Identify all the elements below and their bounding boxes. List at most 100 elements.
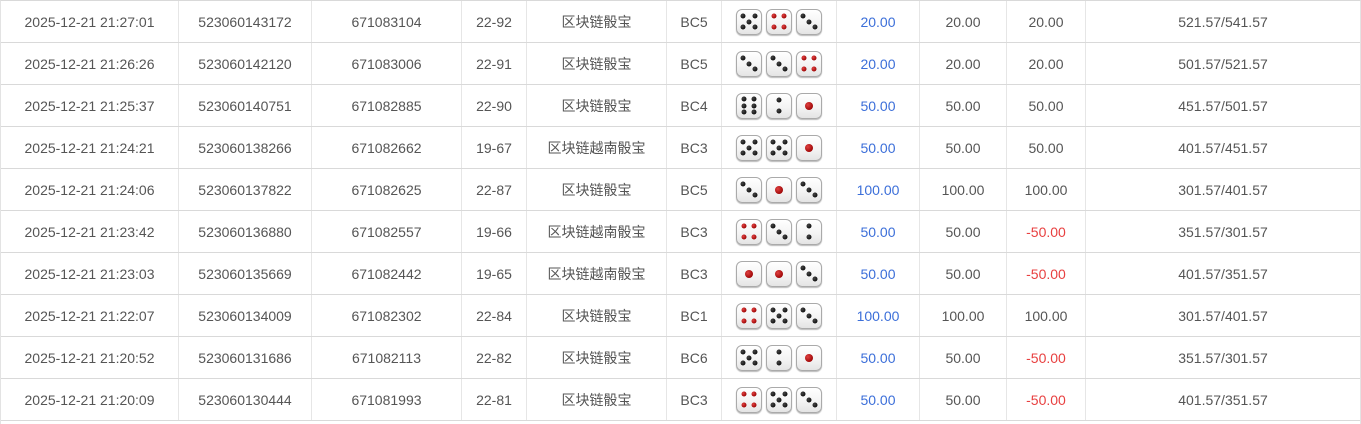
die-pip [782,402,788,408]
cell-game-name: 区块链骰宝 [527,295,667,336]
table-row: 2025-12-21 21:25:37 523060140751 671082885… [1,85,1360,127]
cell-order-no: 523060136880 [179,211,312,252]
table-row: 2025-12-21 21:22:07 523060134009 671082302… [1,295,1360,337]
die-pip [746,19,752,24]
cell-bet-time: 2025-12-21 21:22:07 [1,295,179,336]
die-pip [775,269,783,278]
table-row: 2025-12-21 21:27:01 523060143172 671083104… [1,1,1360,43]
die-pip [740,13,746,19]
die-pip [770,139,776,145]
die-5-icon [736,8,762,35]
cell-bet-amount[interactable]: 50.00 [837,127,920,168]
die-pip [746,187,752,192]
cell-win-loss: -50.00 [1007,379,1086,420]
die-pip [751,96,757,102]
die-pip [776,145,782,150]
cell-bet-amount[interactable]: 50.00 [837,253,920,294]
die-pip [770,307,776,313]
dice-result [736,8,822,35]
cell-valid-amount: 50.00 [920,127,1007,168]
die-3-icon [796,8,822,35]
die-pip [812,24,818,30]
die-pip [751,307,757,313]
die-pip [801,55,807,61]
cell-bet-type: BC3 [667,127,722,168]
cell-bet-no: 671082442 [312,253,462,294]
die-pip [770,55,776,61]
cell-bet-type: BC3 [667,211,722,252]
die-pip [806,187,812,192]
die-pip [751,318,757,324]
die-pip [752,360,758,366]
die-pip [751,103,757,108]
cell-round: 22-84 [462,295,527,336]
cell-game-name: 区块链骰宝 [527,85,667,126]
cell-valid-amount: 50.00 [920,85,1007,126]
cell-valid-amount: 50.00 [920,253,1007,294]
die-pip [806,271,812,276]
die-pip [746,145,752,150]
dice-result [736,92,822,119]
cell-bet-amount[interactable]: 100.00 [837,169,920,210]
cell-bet-amount[interactable]: 50.00 [837,337,920,378]
die-pip [776,397,782,402]
cell-game-name: 区块链骰宝 [527,337,667,378]
die-pip [746,355,752,360]
die-pip [776,97,782,103]
die-pip [770,223,776,229]
die-pip [770,150,776,156]
die-pip [740,139,746,145]
die-pip [781,13,787,19]
cell-order-no: 523060137822 [179,169,312,210]
die-pip [741,96,747,102]
die-pip [752,192,758,198]
cell-round: 22-82 [462,337,527,378]
cell-balance: 301.57/401.57 [1178,181,1268,198]
cell-bet-time: 2025-12-21 21:20:52 [1,337,179,378]
table-row: 2025-12-21 21:20:52 523060131686 671082113… [1,337,1360,379]
dice-result [736,218,822,245]
cell-dice-result [722,253,837,294]
cell-bet-amount[interactable]: 50.00 [837,211,920,252]
die-pip [812,318,818,324]
cell-bet-amount[interactable]: 20.00 [837,1,920,42]
table-row: 2025-12-21 21:24:21 523060138266 671082662… [1,127,1360,169]
die-3-icon [796,386,822,413]
cell-round: 19-66 [462,211,527,252]
cell-balance: 301.57/401.57 [1178,307,1268,324]
cell-bet-amount[interactable]: 20.00 [837,43,920,84]
die-3-icon [796,260,822,287]
cell-dice-result [722,43,837,84]
die-pip [781,24,787,30]
die-pip [751,391,757,397]
cell-bet-amount[interactable]: 100.00 [837,295,920,336]
die-pip [782,307,788,313]
cell-win-loss: 20.00 [1007,43,1086,84]
cell-bet-type: BC3 [667,253,722,294]
die-pip [741,391,747,397]
cell-bet-amount[interactable]: 50.00 [837,85,920,126]
die-5-icon [766,386,792,413]
die-pip [800,13,806,19]
cell-win-loss: 50.00 [1007,85,1086,126]
die-pip [752,150,758,156]
cell-bet-type: BC1 [667,295,722,336]
die-1-icon [796,92,822,119]
cell-bet-time: 2025-12-21 21:24:21 [1,127,179,168]
cell-bet-type: BC6 [667,337,722,378]
die-3-icon [766,50,792,77]
die-1-icon [766,176,792,203]
die-pip [782,66,788,72]
cell-dice-result [722,85,837,126]
cell-bet-amount[interactable]: 50.00 [837,379,920,420]
die-pip [776,108,782,114]
cell-bet-no: 671082662 [312,127,462,168]
cell-round: 19-65 [462,253,527,294]
cell-round: 22-92 [462,1,527,42]
die-2-icon [766,92,792,119]
table-row: 2025-12-21 21:23:42 523060136880 671082557… [1,211,1360,253]
cell-dice-result [722,1,837,42]
die-pip [740,55,746,61]
die-pip [771,24,777,30]
table-row: 2025-12-21 21:23:03 523060135669 671082442… [1,253,1360,295]
